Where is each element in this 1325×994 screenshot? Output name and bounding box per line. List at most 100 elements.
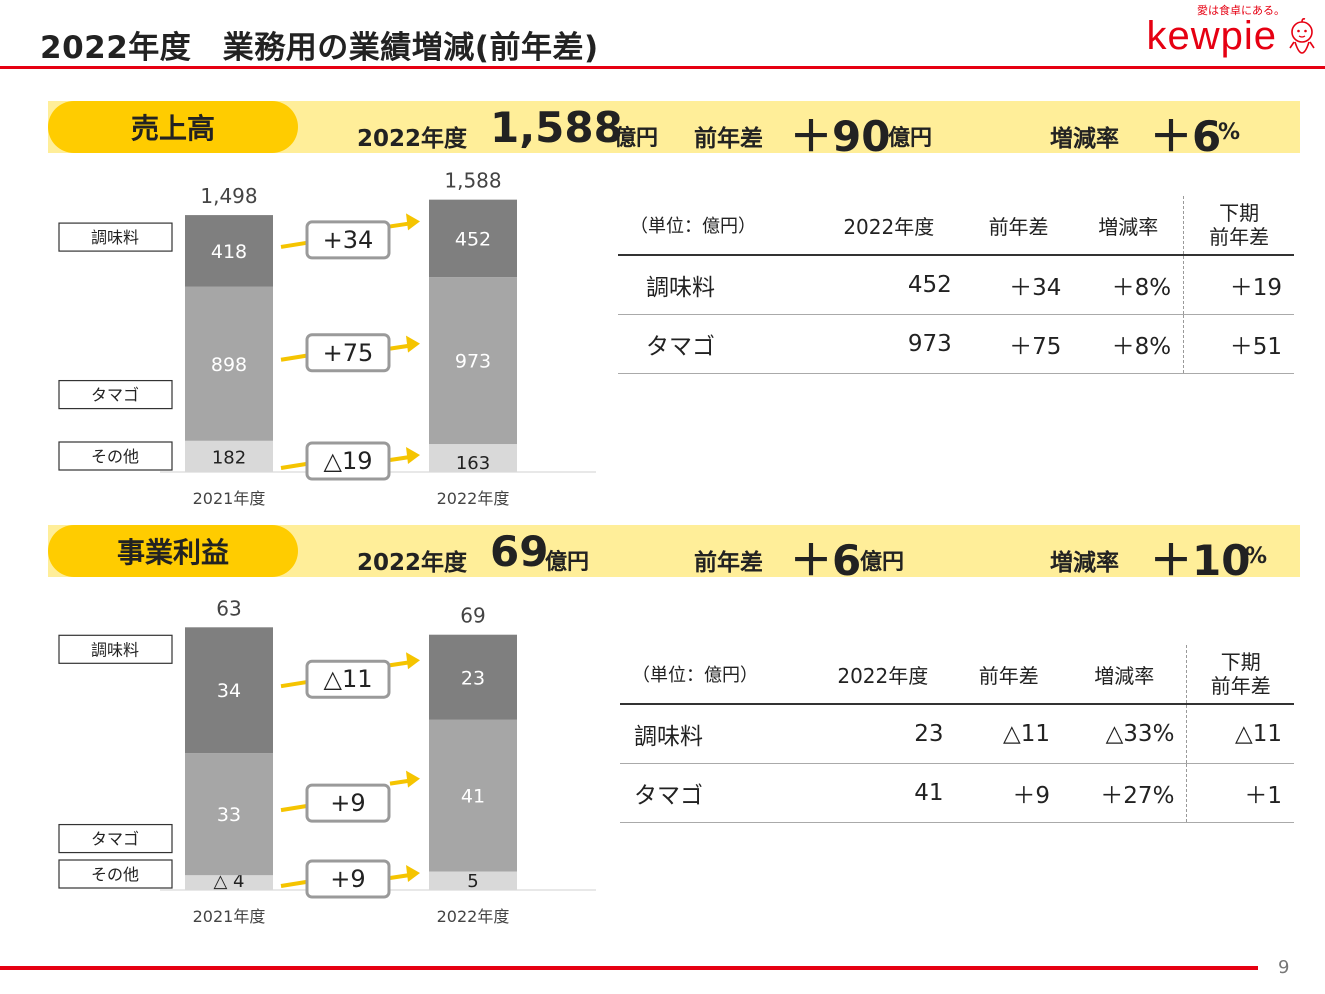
- change-arrow-line: [389, 873, 411, 880]
- profit-rate: ＋10: [1150, 536, 1251, 585]
- change-arrow-line: [389, 455, 411, 462]
- footer-rule: [0, 966, 1258, 970]
- page-number: 9: [1278, 957, 1290, 978]
- table-cell: ＋8%: [1073, 314, 1184, 374]
- sales-year-label: 2022年度: [357, 126, 468, 152]
- data-label: 5: [467, 871, 478, 892]
- legend-box: [58, 441, 173, 471]
- bar-segment-other: [429, 444, 517, 472]
- table-cell: 973: [813, 314, 964, 374]
- change-label: +9: [330, 789, 365, 817]
- data-label: 34: [217, 680, 241, 702]
- change-arrow-line: [389, 343, 411, 351]
- sales-rate-unit: %: [1218, 120, 1241, 145]
- profit-diff: ＋6: [790, 536, 862, 585]
- bar-segment-egg: [429, 277, 517, 445]
- legend-label: タマゴ: [91, 386, 139, 405]
- data-label: 33: [217, 804, 241, 826]
- data-label: 898: [211, 354, 247, 376]
- table-row: 調味料 23 △11 △33% △11: [620, 704, 1294, 764]
- total-label: 1,588: [444, 169, 501, 193]
- profit-value: 69: [490, 527, 549, 576]
- table-row: タマゴ 41 ＋9 ＋27% ＋1: [620, 763, 1294, 823]
- kewpie-doll-icon: [1289, 18, 1315, 54]
- data-label: 41: [461, 786, 485, 808]
- sales-diff: ＋90: [790, 112, 891, 161]
- table-header-row: （単位：億円） 2022年度 前年差 増減率 下期 前年差: [620, 645, 1294, 705]
- table-cell: △11: [1186, 704, 1294, 764]
- table-header-unit: （単位：億円）: [618, 196, 814, 256]
- table-cell: 41: [810, 763, 956, 823]
- total-label: 69: [460, 604, 485, 628]
- sales-summary: 2022年度 1,588 億円 前年差 ＋90 億円 増減率 ＋6 %: [0, 101, 1325, 161]
- bar-segment-seasoning: [429, 634, 517, 720]
- sales-rate-label: 増減率: [1050, 126, 1119, 152]
- title-underline: [0, 66, 1325, 69]
- logo-tagline: 愛は食卓にある。: [1197, 4, 1285, 17]
- x-tick-label: 2021年度: [193, 489, 266, 508]
- table-header-year: 2022年度: [813, 196, 964, 256]
- change-arrow-head: [406, 770, 420, 788]
- table-header-unit: （単位：億円）: [620, 645, 811, 705]
- profit-table: （単位：億円） 2022年度 前年差 増減率 下期 前年差 調味料 23 △11…: [620, 645, 1294, 823]
- profit-rate-unit: %: [1245, 544, 1268, 569]
- legend-label: 調味料: [91, 228, 139, 247]
- data-label: 23: [461, 667, 485, 689]
- change-box: [305, 859, 391, 899]
- table-header-rate: 増減率: [1073, 196, 1184, 256]
- table-cell: ＋34: [963, 255, 1074, 315]
- legend-box: [58, 379, 173, 410]
- bar-segment-other: [185, 440, 273, 472]
- table-cell: △33%: [1061, 704, 1187, 764]
- bar-segment-other: [429, 871, 517, 890]
- table-row: タマゴ 973 ＋75 ＋8% ＋51: [618, 314, 1294, 374]
- legend-label: 調味料: [91, 640, 139, 659]
- table-cell-segment: タマゴ: [618, 314, 814, 374]
- legend-label: その他: [91, 865, 139, 884]
- profit-summary: 2022年度 69 億円 前年差 ＋6 億円 増減率 ＋10 %: [0, 525, 1325, 585]
- bar-segment-seasoning: [185, 627, 273, 754]
- profit-diff-unit: 億円: [860, 550, 905, 575]
- data-label: 163: [456, 453, 490, 474]
- change-box: [305, 333, 391, 373]
- change-label: +34: [323, 226, 374, 254]
- sales-table: （単位：億円） 2022年度 前年差 増減率 下期 前年差 調味料 452 ＋3…: [618, 196, 1294, 374]
- change-box: [305, 783, 391, 823]
- change-arrow-line: [389, 660, 411, 668]
- x-tick-label: 2022年度: [437, 489, 510, 508]
- table-header-row: （単位：億円） 2022年度 前年差 増減率 下期 前年差: [618, 196, 1294, 256]
- table-header-diff: 前年差: [963, 196, 1074, 256]
- table-row: 調味料 452 ＋34 ＋8% ＋19: [618, 255, 1294, 315]
- change-arrow-head: [406, 213, 420, 231]
- table-cell: ＋1: [1186, 763, 1294, 823]
- change-arrow-head: [406, 865, 420, 882]
- legend-label: その他: [91, 447, 139, 466]
- table-cell: 23: [810, 704, 956, 764]
- kewpie-logo: kewpie: [1146, 14, 1277, 58]
- change-arrow-head: [406, 652, 420, 670]
- table-header-diff: 前年差: [955, 645, 1062, 705]
- data-label: 182: [212, 447, 246, 468]
- change-arrow-tail: [280, 804, 307, 813]
- change-arrow-head: [406, 335, 420, 353]
- bar-segment-seasoning: [429, 199, 517, 278]
- table-cell: ＋75: [963, 314, 1074, 374]
- table-cell: ＋19: [1183, 255, 1294, 315]
- legend-box: [58, 222, 173, 252]
- change-box: [305, 659, 391, 699]
- data-label: △ 4: [213, 871, 244, 892]
- profit-rate-label: 増減率: [1050, 550, 1119, 576]
- bar-segment-other: [185, 875, 273, 890]
- table-cell-segment: 調味料: [620, 704, 811, 764]
- legend-label: タマゴ: [91, 830, 139, 849]
- change-label: +9: [330, 865, 365, 893]
- page-title: 2022年度 業務用の業績増減(前年差): [40, 30, 599, 66]
- change-arrow-tail: [280, 880, 307, 888]
- table-header-year: 2022年度: [810, 645, 956, 705]
- change-label: +75: [323, 339, 374, 367]
- bar-segment-seasoning: [185, 215, 273, 287]
- sales-stacked-bar-chart: 182 898 418 1,498 2021年度 163 973 452 1,588 2022年度…: [58, 169, 596, 508]
- table-header-h2-diff: 下期 前年差: [1186, 645, 1294, 705]
- sales-rate: ＋6: [1150, 112, 1222, 161]
- change-arrow-tail: [280, 680, 307, 689]
